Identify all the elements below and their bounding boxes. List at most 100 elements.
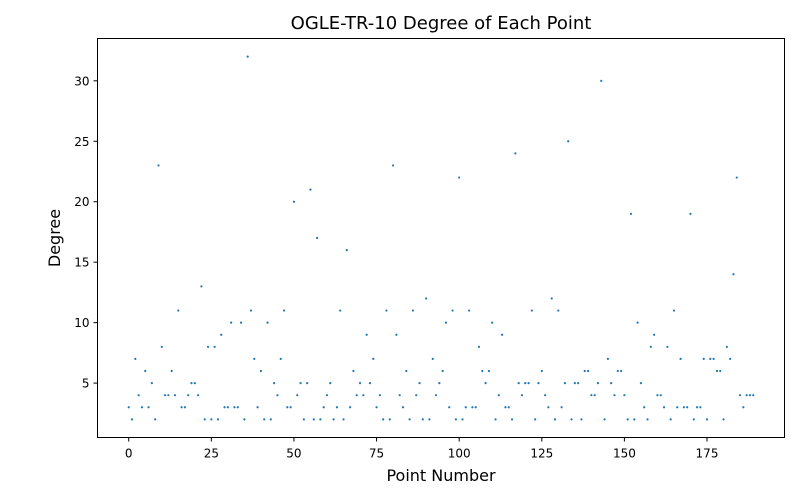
y-tick-label: 10 [74,316,89,330]
data-point [653,333,656,336]
data-point [276,394,279,397]
data-point [467,309,471,312]
data-point [491,321,494,324]
data-point [507,406,510,409]
data-point [497,394,500,397]
data-point [729,357,732,361]
data-point [187,394,190,397]
data-point [719,369,722,373]
y-tick-label: 30 [74,74,89,88]
data-point [702,357,705,361]
data-point [411,309,415,312]
data-point [286,406,289,409]
data-point [173,394,177,397]
data-point [190,381,193,385]
data-point [603,418,606,421]
data-point [725,345,728,348]
data-point [428,418,431,421]
data-point [543,394,547,397]
data-point [510,418,514,421]
x-tick-label: 75 [369,447,384,461]
data-point [352,369,355,373]
data-point [477,345,481,348]
data-point [656,394,659,397]
data-point [484,381,487,385]
data-point [220,333,223,336]
data-point [147,406,150,409]
data-point [210,418,213,421]
x-tick-label: 125 [530,447,553,461]
data-point [696,406,699,409]
data-point [606,357,609,361]
data-point [140,406,144,409]
data-point [748,394,752,397]
y-tick-label: 25 [74,135,89,149]
data-point [586,369,590,373]
data-point [382,418,385,421]
data-point [391,164,395,167]
y-axis-label: Degree [45,209,64,267]
data-point [537,381,540,385]
data-point [150,381,153,385]
data-point [398,394,401,397]
data-point [481,369,484,373]
data-point [388,418,391,421]
data-point [263,418,266,421]
data-point [474,406,477,409]
data-point [666,345,669,348]
data-point [144,369,147,373]
data-point [501,333,504,336]
data-point [213,345,216,348]
data-point [613,394,616,397]
data-point [444,321,448,324]
data-point [649,345,652,348]
data-point [246,55,249,58]
y-tick-label: 15 [74,256,89,270]
x-axis-ticks: 0 25 50 75 100 125 150 175 [125,437,719,461]
data-point [421,418,424,421]
x-tick-label: 25 [204,447,219,461]
data-point [438,381,441,385]
y-tick-label: 5 [82,377,90,391]
data-point [672,309,676,312]
data-point [563,381,567,385]
data-point [530,309,533,312]
data-point [567,140,570,143]
data-point [223,406,226,409]
data-point [197,394,200,397]
data-point [441,369,444,373]
data-point [738,394,742,397]
y-axis-ticks: 5 10 15 20 25 30 [74,74,98,391]
data-point [302,418,305,421]
data-point [127,406,130,409]
data-point [259,369,263,373]
data-point [527,381,530,385]
data-point [289,406,292,409]
y-tick-label: 20 [74,195,89,209]
data-point [282,309,286,312]
data-point [335,406,339,409]
data-point [636,321,639,324]
data-point [715,369,719,373]
data-point [454,418,457,421]
data-point [712,357,715,361]
x-tick-label: 175 [696,447,719,461]
data-point [408,418,411,421]
data-point [514,152,517,155]
data-point [299,381,302,385]
x-tick-label: 150 [613,447,636,461]
data-point [623,394,626,397]
plot-frame [97,38,785,438]
data-point [239,321,243,324]
data-point [596,381,600,385]
data-point [375,406,378,409]
data-point [355,394,358,397]
data-point [524,381,527,385]
data-point [742,406,745,409]
data-point [372,357,375,361]
data-point [365,333,368,336]
data-point [177,309,180,312]
data-point [520,394,524,397]
x-tick-label: 50 [286,447,301,461]
